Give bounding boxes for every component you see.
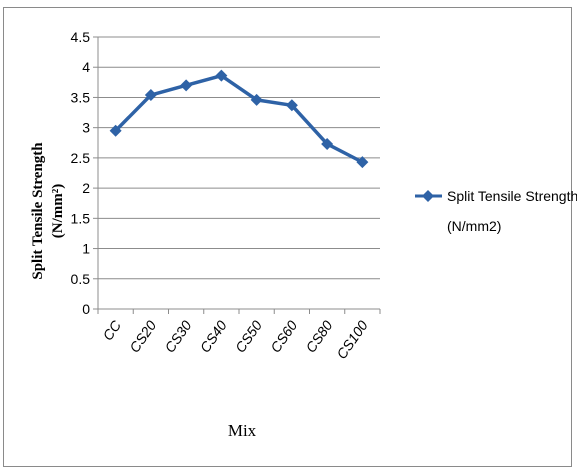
data-point bbox=[144, 89, 157, 102]
legend-marker bbox=[422, 190, 434, 202]
series bbox=[109, 69, 369, 169]
legend-label-line2: (N/mm2) bbox=[447, 218, 501, 234]
y-tick-label: 0.5 bbox=[71, 271, 91, 287]
data-point bbox=[356, 156, 369, 169]
x-tick-label: CS20 bbox=[126, 317, 159, 355]
y-tick-label: 1.5 bbox=[71, 210, 91, 226]
y-tick-label: 2 bbox=[82, 180, 90, 196]
x-tick-label: CS100 bbox=[333, 317, 371, 361]
y-tick-label: 3 bbox=[82, 120, 90, 136]
x-axis-title: Mix bbox=[228, 421, 257, 440]
data-point bbox=[180, 79, 193, 92]
data-point bbox=[109, 124, 122, 137]
x-tick-label: CS60 bbox=[267, 317, 300, 355]
data-point bbox=[285, 99, 298, 112]
y-tick-label: 3.5 bbox=[71, 89, 91, 105]
x-tick-label: CS40 bbox=[197, 317, 230, 355]
y-axis-title-line1: Split Tensile Strength bbox=[30, 142, 46, 280]
gridlines bbox=[98, 36, 380, 280]
x-tick-label: CC bbox=[99, 317, 124, 343]
x-tick-label: CS80 bbox=[302, 317, 335, 355]
y-tick-label: 4 bbox=[82, 59, 90, 75]
y-tick-label: 4.5 bbox=[71, 29, 91, 45]
legend-label-line1: Split Tensile Strength bbox=[447, 188, 577, 204]
y-tick-label: 0 bbox=[82, 301, 90, 317]
data-point bbox=[215, 69, 228, 82]
x-tick-label: CS30 bbox=[161, 317, 194, 355]
x-tick-label: CS50 bbox=[232, 317, 265, 355]
axes bbox=[93, 36, 381, 314]
series-line bbox=[114, 73, 364, 164]
y-tick-label: 1 bbox=[82, 241, 90, 257]
data-point bbox=[321, 137, 334, 150]
legend: Split Tensile Strength (N/mm2) bbox=[415, 188, 577, 234]
data-point bbox=[250, 93, 263, 106]
y-tick-labels: 0 0.5 1 1.5 2 2.5 3 3.5 4 4.5 bbox=[71, 29, 91, 317]
y-tick-label: 2.5 bbox=[71, 150, 91, 166]
y-axis-title-line2: (N/mm²) bbox=[50, 184, 66, 238]
